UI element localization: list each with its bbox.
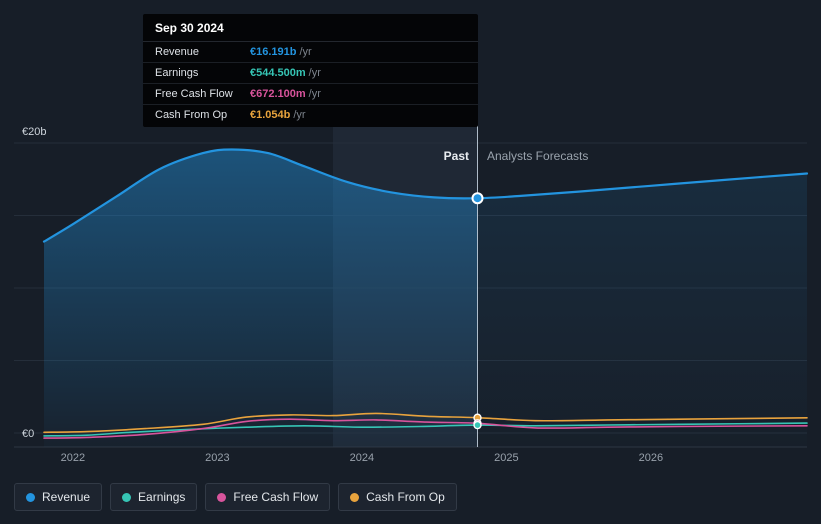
earnings-line (43, 422, 808, 437)
tooltip-row-earnings: Earnings €544.500m /yr (143, 63, 478, 84)
tooltip-label-free-cash-flow: Free Cash Flow (155, 88, 233, 100)
tooltip-unit: /yr (308, 88, 321, 100)
revenue-dot-icon (26, 492, 35, 502)
revenue-marker (471, 192, 484, 205)
legend-label-cash-from-op: Cash From Op (366, 490, 445, 504)
tooltip-row-cash-from-op: Cash From Op €1.054b /yr (143, 105, 478, 127)
tooltip-value-earnings: €544.500m (250, 67, 306, 79)
cash-from-op-line (43, 412, 808, 434)
earnings-marker (473, 420, 482, 430)
earnings-dot-icon (122, 492, 132, 502)
y-axis-tick-label: €0 (22, 428, 34, 440)
free-cash-flow-dot-icon (217, 492, 227, 502)
tooltip-unit: /yr (293, 109, 306, 121)
legend-label-revenue: Revenue (42, 490, 91, 504)
tooltip-value-revenue: €16.191b (250, 46, 297, 58)
free-cash-flow-line (43, 418, 808, 439)
tooltip-unit: /yr (299, 46, 312, 58)
x-axis-tick-label: 2022 (61, 452, 85, 464)
revenue-past-area (44, 149, 478, 447)
tooltip-label-cash-from-op: Cash From Op (155, 109, 228, 121)
legend-item-earnings[interactable]: Earnings (110, 483, 198, 511)
legend-item-free-cash-flow[interactable]: Free Cash Flow (205, 483, 331, 511)
past-label: Past (443, 149, 469, 163)
x-axis-tick-label: 2023 (205, 452, 229, 464)
y-axis-tick-label: €20b (22, 126, 46, 138)
tooltip-label-earnings: Earnings (155, 67, 199, 79)
legend-label-earnings: Earnings (138, 490, 186, 504)
x-axis-tick-label: 2025 (494, 452, 518, 464)
tooltip-date: Sep 30 2024 (143, 14, 478, 42)
chart-legend: Revenue Earnings Free Cash Flow Cash Fro… (14, 483, 457, 511)
analysts-forecasts-label: Analysts Forecasts (487, 149, 589, 163)
x-axis-tick-label: 2024 (350, 452, 374, 464)
revenue-line (42, 148, 809, 243)
revenue-forecast-area (477, 173, 807, 447)
tooltip-unit: /yr (308, 67, 321, 79)
tooltip-label-revenue: Revenue (155, 46, 200, 58)
tooltip-row-free-cash-flow: Free Cash Flow €672.100m /yr (143, 84, 478, 105)
chart-tooltip: Sep 30 2024 Revenue €16.191b /yr Earning… (143, 14, 478, 127)
legend-item-revenue[interactable]: Revenue (14, 483, 103, 511)
cash-from-op-dot-icon (350, 492, 360, 502)
tooltip-value-free-cash-flow: €672.100m (250, 88, 306, 100)
legend-label-free-cash-flow: Free Cash Flow (233, 490, 319, 504)
tooltip-row-revenue: Revenue €16.191b /yr (143, 42, 478, 63)
tooltip-value-cash-from-op: €1.054b (250, 109, 291, 121)
legend-item-cash-from-op[interactable]: Cash From Op (338, 483, 457, 511)
x-axis-tick-label: 2026 (639, 452, 663, 464)
